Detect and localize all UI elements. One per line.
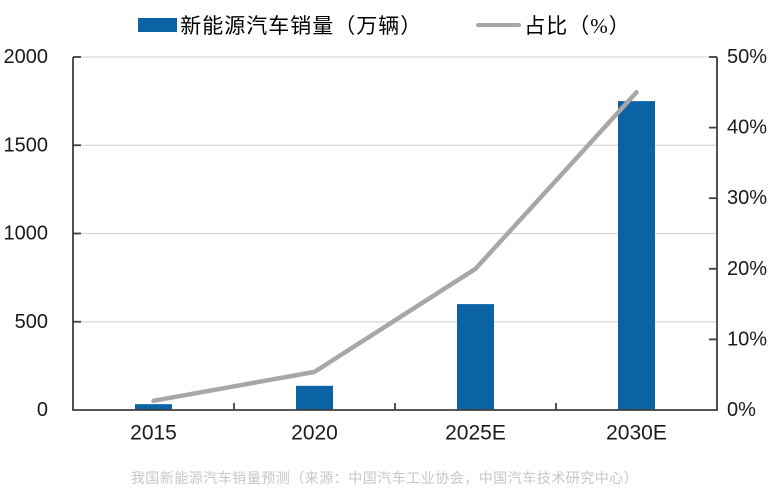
left-axis-label: 0 (37, 399, 48, 421)
right-axis-label: 0% (727, 399, 756, 421)
legend-ratio-label: 占比（%） (524, 14, 631, 38)
bar-2020 (296, 385, 333, 410)
x-axis-label: 2025E (445, 422, 506, 445)
x-axis-label: 2015 (130, 422, 177, 445)
chart-caption: 我国新能源汽车销量预测（来源：中国汽车工业协会，中国汽车技术研究中心） (130, 470, 639, 486)
right-axis-label: 10% (727, 328, 767, 350)
ratio-line (151, 90, 639, 404)
bar-2025E (457, 304, 494, 410)
legend-line-swatch-icon (476, 23, 522, 27)
right-axis-label: 30% (727, 187, 767, 209)
x-axis-label: 2030E (606, 422, 667, 445)
legend-item-sales: 新能源汽车销量（万辆） (138, 10, 422, 40)
left-axis-label: 2000 (4, 46, 49, 68)
left-axis-label: 500 (15, 311, 48, 333)
x-axis-label: 2020 (291, 422, 338, 445)
legend-bar-swatch-icon (138, 18, 178, 32)
left-axis-label: 1000 (4, 223, 49, 245)
bar-2030E (618, 101, 655, 410)
legend-item-ratio: 占比（%） (476, 10, 631, 40)
right-axis-label: 50% (727, 46, 767, 68)
legend-sales-label: 新能源汽车销量（万辆） (180, 14, 423, 38)
right-axis-label: 40% (727, 117, 767, 139)
right-axis-label: 20% (727, 258, 767, 280)
left-axis-label: 1500 (4, 134, 49, 156)
bar-2015 (135, 404, 172, 410)
chart-legend: 新能源汽车销量（万辆） 占比（%） (0, 10, 769, 40)
